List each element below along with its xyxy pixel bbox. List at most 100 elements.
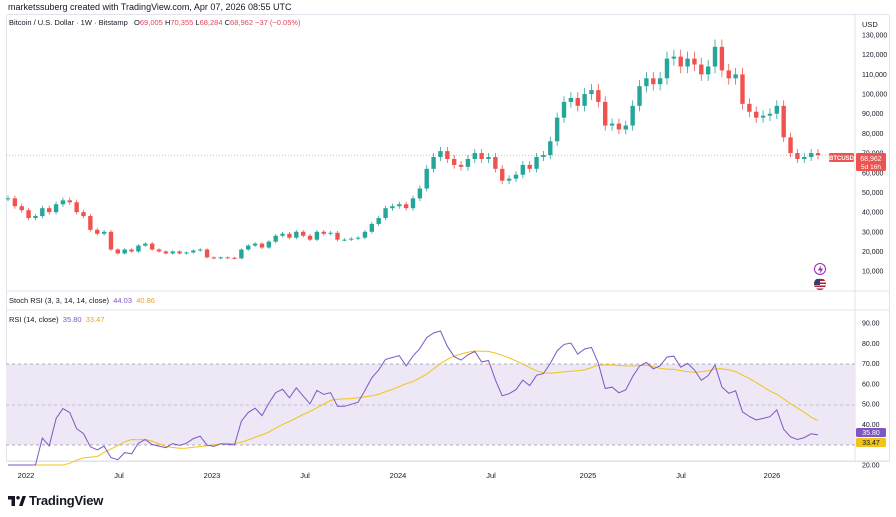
candle-body <box>781 105 786 138</box>
rsi-tick-label: 70.00 <box>862 361 880 368</box>
candle-body <box>500 168 505 181</box>
candle-body <box>534 157 539 169</box>
candle-body <box>115 249 121 254</box>
rsi-value-tag-bg <box>856 428 886 437</box>
rsi-ma-line <box>8 350 819 466</box>
candle-body <box>651 78 656 85</box>
close-label: C <box>224 18 231 27</box>
rsi-tags: 35.80 33.47 <box>856 428 886 447</box>
rsi-legend[interactable]: RSI (14, close) 35.80 33.47 <box>9 315 105 324</box>
candle-body <box>699 64 704 75</box>
header: marketssuberg created with TradingView.c… <box>0 0 896 14</box>
lightning-icon[interactable] <box>814 263 826 275</box>
candle-body <box>403 204 409 209</box>
candle-body <box>266 241 272 248</box>
candle-body <box>582 94 587 106</box>
price-tick-label: 40,000 <box>862 210 884 217</box>
candle-body <box>156 249 162 252</box>
candle-body <box>376 218 381 224</box>
candle-body <box>355 237 361 239</box>
candle-body <box>506 178 512 181</box>
candle-body <box>603 101 608 126</box>
candle-body <box>705 66 711 75</box>
candle-body <box>33 216 38 219</box>
candle-body <box>795 153 800 159</box>
tradingview-brand[interactable]: TradingView <box>8 492 103 508</box>
stoch-legend[interactable]: Stoch RSI (3, 3, 14, 14, close) 44.03 40… <box>9 296 155 305</box>
candle-body <box>644 78 649 87</box>
candle-body <box>568 97 574 102</box>
candle-body <box>726 70 731 79</box>
price-tag[interactable]: BTCUSD 68,962 5d 16h <box>829 153 886 171</box>
candle-body <box>81 212 86 217</box>
candle-body <box>678 56 683 67</box>
open-value: 69,005 <box>139 18 163 27</box>
candle-body <box>314 231 320 240</box>
candle-body <box>397 204 402 207</box>
candle-body <box>465 158 471 167</box>
candle-body <box>88 216 93 230</box>
candle-body <box>26 210 31 219</box>
change-value: −37 (−0.05%) <box>255 18 301 27</box>
candle-body <box>596 90 601 102</box>
candle-body <box>609 123 615 126</box>
rsi-lines-group <box>8 330 819 466</box>
flag-icon[interactable] <box>814 278 826 290</box>
candle-body <box>225 257 230 259</box>
candle-body <box>410 198 416 209</box>
candle-body <box>541 155 546 158</box>
candle-body <box>719 46 725 71</box>
candle-body <box>218 257 223 259</box>
price-tick-label: 130,000 <box>862 33 887 40</box>
candle-body <box>74 202 79 213</box>
candle-body <box>513 174 519 179</box>
candle-body <box>273 235 278 242</box>
time-tick-label: 2023 <box>204 471 221 480</box>
rsi-value: 35.80 <box>62 315 82 324</box>
rsi-ma-tag: 33.47 <box>862 440 880 447</box>
candle-body <box>122 249 127 254</box>
candle-body <box>349 238 354 240</box>
candle-body <box>431 157 436 169</box>
high-value: 70,355 <box>170 18 194 27</box>
time-tick-label: Jul <box>676 471 686 480</box>
candle-body <box>239 249 244 259</box>
open-label: O <box>134 18 140 27</box>
stoch-d-value: 40.86 <box>136 296 155 305</box>
candle-body <box>300 231 306 236</box>
candle-body <box>136 245 141 252</box>
candle-body <box>520 164 526 175</box>
currency-label[interactable]: USD <box>862 20 878 29</box>
candle-body <box>294 231 299 238</box>
candle-body <box>383 208 388 219</box>
rsi-line <box>8 330 819 466</box>
candle-body <box>692 58 697 65</box>
candle-body <box>417 188 423 199</box>
candles-group <box>5 39 821 260</box>
candle-body <box>280 233 285 236</box>
time-axis[interactable]: 2022 Jul 2023 Jul 2024 Jul 2025 Jul 2026 <box>18 471 781 480</box>
candle-body <box>774 105 780 114</box>
price-tick-label: 90,000 <box>862 111 884 118</box>
candle-body <box>623 125 628 130</box>
candle-body <box>46 208 52 213</box>
rsi-tick-label: 60.00 <box>862 381 880 388</box>
candle-body <box>760 115 766 118</box>
time-tick-label: 2024 <box>390 471 407 480</box>
candle-body <box>671 56 677 59</box>
tradingview-wordmark: TradingView <box>29 492 104 508</box>
candle-body <box>163 251 169 254</box>
candle-body <box>637 86 642 106</box>
price-tag-value: 68,962 <box>860 156 882 163</box>
low-label: L <box>195 18 200 27</box>
stoch-k-value: 44.03 <box>113 296 133 305</box>
candle-body <box>143 243 148 246</box>
candle-body <box>129 249 134 252</box>
candle-body <box>328 232 333 234</box>
rsi-tick-label: 40.00 <box>862 422 880 429</box>
candle-body <box>211 257 217 259</box>
candle-body <box>362 231 368 238</box>
candle-body <box>95 229 100 234</box>
